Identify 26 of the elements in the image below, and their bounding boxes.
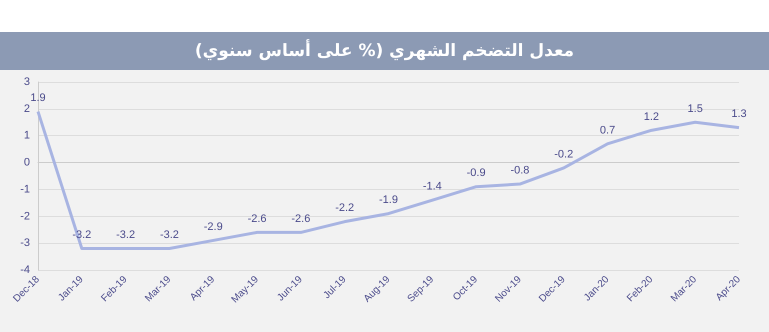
data-label: -3.2 bbox=[116, 229, 136, 242]
y-tick-label: -1 bbox=[20, 183, 30, 196]
y-tick-label: 3 bbox=[24, 76, 30, 88]
data-label: 1.3 bbox=[731, 108, 747, 120]
data-label: -0.9 bbox=[466, 167, 486, 180]
data-label: -0.8 bbox=[510, 164, 530, 177]
y-tick-label: 2 bbox=[24, 102, 30, 115]
data-label: 0.7 bbox=[600, 124, 616, 136]
chart-title: معدل التضخم الشهري (% على أساس سنوي) bbox=[0, 32, 769, 70]
data-label: -0.2 bbox=[554, 148, 574, 160]
y-tick-label: -2 bbox=[20, 210, 30, 222]
y-tick-label: 1 bbox=[24, 130, 30, 142]
data-label: 1.2 bbox=[644, 110, 660, 123]
data-label: -2.6 bbox=[248, 212, 267, 225]
data-label: 1.9 bbox=[30, 92, 46, 104]
data-label: -3.2 bbox=[72, 229, 92, 242]
data-label: -3.2 bbox=[160, 229, 179, 242]
y-tick-label: -3 bbox=[20, 237, 30, 250]
data-label: -2.9 bbox=[204, 220, 223, 233]
data-label: -1.9 bbox=[379, 194, 398, 206]
y-tick-label: -4 bbox=[20, 264, 30, 276]
y-tick-label: 0 bbox=[24, 156, 30, 169]
data-label: -1.4 bbox=[422, 180, 442, 193]
data-label: 1.5 bbox=[688, 102, 703, 115]
data-label: -2.2 bbox=[335, 202, 354, 214]
data-label: -2.6 bbox=[291, 212, 310, 225]
